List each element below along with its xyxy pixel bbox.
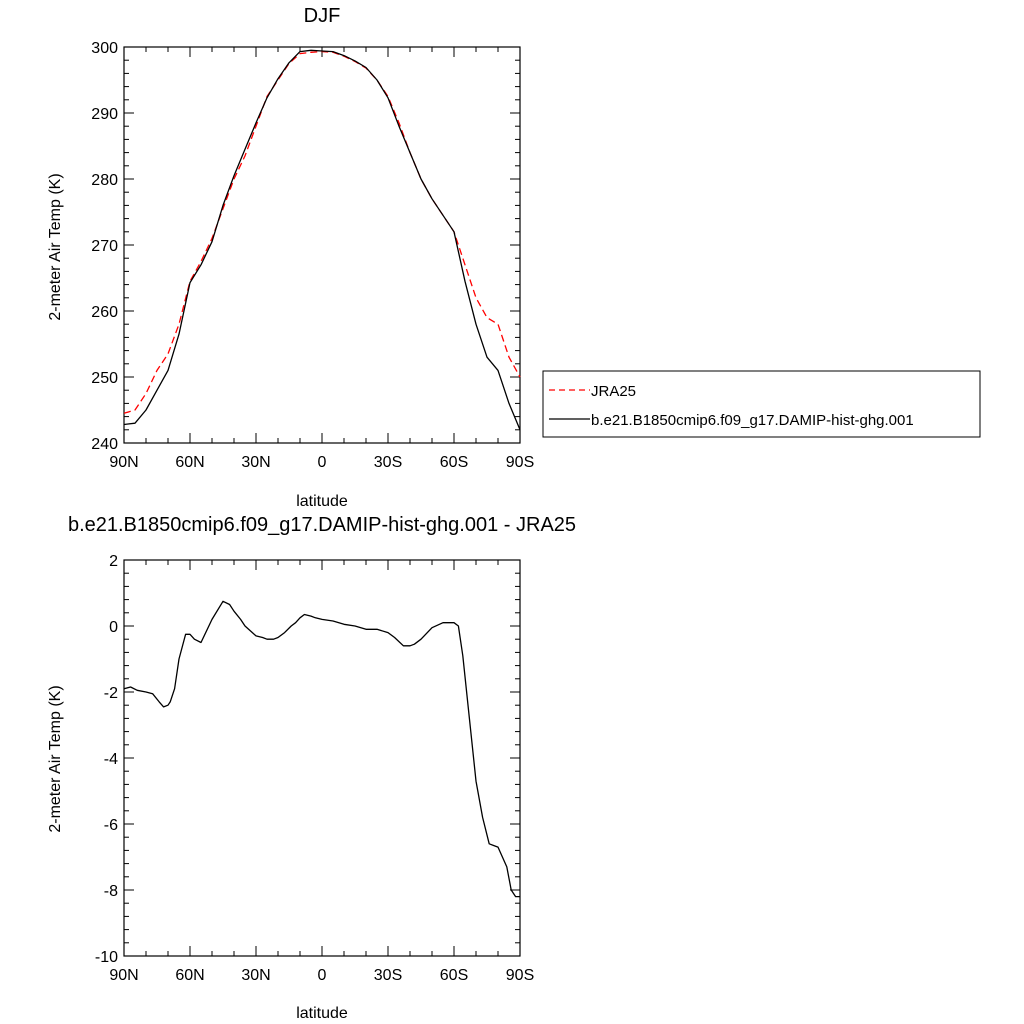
y-tick-label: 260 — [91, 304, 118, 321]
top-legend: JRA25 b.e21.B1850cmip6.f09_g17.DAMIP-his… — [542, 370, 981, 438]
y-tick-label: -6 — [104, 817, 118, 834]
y-tick-label: 280 — [91, 172, 118, 189]
y-tick-label: -4 — [104, 751, 118, 768]
bottom-x-axis-label: latitude — [296, 1005, 348, 1022]
x-tick-label: 30N — [241, 454, 270, 471]
y-tick-label: 0 — [109, 619, 118, 636]
x-tick-label: 90S — [506, 967, 534, 984]
x-tick-label: 60S — [440, 454, 468, 471]
x-tick-label: 60S — [440, 967, 468, 984]
x-tick-label: 60N — [175, 454, 204, 471]
y-tick-label: -2 — [104, 685, 118, 702]
legend-frame — [542, 370, 981, 438]
y-tick-label: 240 — [91, 436, 118, 453]
x-tick-label: 60N — [175, 967, 204, 984]
x-tick-label: 90S — [506, 454, 534, 471]
series-line-b-e21-b1850cmip6-f09-g17-damip-hist-ghg-001 — [123, 49, 521, 431]
y-tick-label: 2 — [109, 553, 118, 570]
x-tick-label: 0 — [318, 454, 327, 471]
top-plot-area: 90N 60N 30N 0 30S 60S 90S 240 250 260 270 280 290 300 — [91, 40, 534, 471]
y-tick-label: 290 — [91, 106, 118, 123]
x-tick-label: 30N — [241, 967, 270, 984]
plot-frame — [123, 46, 521, 444]
x-tick-label: 90N — [109, 967, 138, 984]
y-tick-label: 250 — [91, 370, 118, 387]
legend-label-model: b.e21.B1850cmip6.f09_g17.DAMIP-hist-ghg.… — [591, 412, 914, 429]
top-x-axis-label: latitude — [296, 493, 348, 510]
bottom-plot-area: 90N 60N 30N 0 30S 60S 90S 2 0 -2 -4 -6 -8 -10 — [95, 553, 534, 984]
x-tick-label: 0 — [318, 967, 327, 984]
x-tick-label: 90N — [109, 454, 138, 471]
series-line-difference — [123, 600, 520, 898]
bottom-panel: b.e21.B1850cmip6.f09_g17.DAMIP-hist-ghg.… — [47, 514, 576, 1022]
top-y-axis-label: 2-meter Air Temp (K) — [47, 173, 64, 320]
y-tick-label: -8 — [104, 883, 118, 900]
bottom-chart-title: b.e21.B1850cmip6.f09_g17.DAMIP-hist-ghg.… — [68, 514, 576, 536]
series-line-jra25 — [123, 50, 521, 414]
x-tick-label: 30S — [374, 454, 402, 471]
legend-label-jra25: JRA25 — [591, 383, 636, 400]
bottom-y-axis-label: 2-meter Air Temp (K) — [47, 685, 64, 832]
y-tick-label: 270 — [91, 238, 118, 255]
x-tick-label: 30S — [374, 967, 402, 984]
y-tick-label: -10 — [95, 949, 118, 966]
y-tick-label: 300 — [91, 40, 118, 57]
top-panel: DJF 90N 60N 30N 0 30S 60S 90S 240 250 260 270 280 29… — [47, 5, 981, 510]
top-chart-title: DJF — [304, 5, 341, 27]
